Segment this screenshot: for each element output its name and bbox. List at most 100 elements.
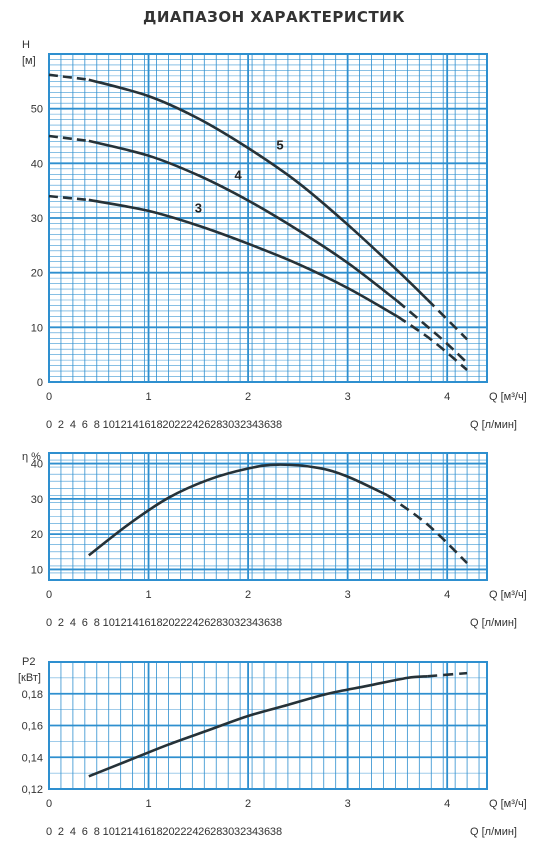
y-tick-label: 0,18 (22, 689, 43, 701)
x-tick-label-m3h: 4 (444, 798, 450, 810)
x-tick-label-lmin: 30 (222, 826, 234, 838)
y-tick-label: 30 (31, 494, 43, 506)
x-axis-label-m3h: Q [м³/ч] (489, 798, 527, 810)
x-tick-label-m3h: 1 (145, 391, 151, 403)
x-tick-label-lmin: 34 (246, 419, 258, 431)
x-tick-label-lmin: 20 (162, 826, 174, 838)
x-tick-label-m3h: 2 (245, 798, 251, 810)
curve-efficiency-end-dashed (386, 494, 468, 564)
x-tick-label-lmin: 6 (82, 826, 88, 838)
x-tick-label-m3h: 4 (444, 589, 450, 601)
x-tick-label-lmin: 26 (198, 826, 210, 838)
y-tick-label: 40 (31, 459, 43, 471)
y-axis-unit: [кВт] (18, 672, 41, 684)
plot-frame (48, 661, 488, 790)
x-tick-label-lmin: 28 (210, 419, 222, 431)
y-axis-unit: [м] (22, 55, 36, 67)
x-tick-label-lmin: 24 (186, 419, 198, 431)
x-tick-label-lmin: 26 (198, 617, 210, 629)
x-tick-label-lmin: 22 (174, 419, 186, 431)
chart-panel-3 (48, 661, 488, 790)
x-tick-label-lmin: 4 (70, 419, 76, 431)
x-tick-label-m3h: 1 (145, 589, 151, 601)
x-tick-label-m3h: 2 (245, 391, 251, 403)
x-tick-label-lmin: 38 (270, 419, 282, 431)
y-tick-label: 10 (31, 322, 43, 334)
x-tick-label-lmin: 16 (138, 826, 150, 838)
x-tick-label-lmin: 28 (210, 826, 222, 838)
y-tick-label: 40 (31, 158, 43, 170)
x-tick-label-lmin: 12 (115, 419, 127, 431)
x-axis-label-m3h: Q [м³/ч] (489, 391, 527, 403)
x-tick-label-lmin: 34 (246, 826, 258, 838)
curve-3-start-dashed (48, 194, 89, 202)
y-tick-label: 30 (31, 213, 43, 225)
x-tick-label-lmin: 16 (138, 617, 150, 629)
curve-4-solid (88, 139, 399, 303)
x-tick-label-lmin: 12 (115, 826, 127, 838)
x-tick-label-lmin: 8 (94, 419, 100, 431)
x-tick-label-m3h: 0 (46, 391, 52, 403)
x-tick-label-lmin: 18 (150, 419, 162, 431)
y-axis-label: P2 (22, 656, 35, 668)
x-tick-label-m3h: 3 (345, 589, 351, 601)
x-tick-label-lmin: 6 (82, 617, 88, 629)
x-axis-label-m3h: Q [м³/ч] (489, 589, 527, 601)
x-tick-label-lmin: 24 (186, 826, 198, 838)
x-tick-label-lmin: 28 (210, 617, 222, 629)
y-axis-label: H (22, 39, 30, 51)
plot-frame (48, 452, 488, 581)
x-tick-label-lmin: 4 (70, 826, 76, 838)
x-tick-label-m3h: 4 (444, 391, 450, 403)
x-tick-label-lmin: 2 (58, 617, 64, 629)
x-tick-label-lmin: 8 (94, 617, 100, 629)
curve-label-5: 5 (276, 138, 283, 153)
y-tick-label: 20 (31, 529, 43, 541)
x-tick-label-lmin: 22 (174, 826, 186, 838)
x-tick-label-lmin: 32 (234, 826, 246, 838)
y-tick-label: 0,12 (22, 784, 43, 796)
chart-panel-2 (48, 452, 488, 581)
x-tick-label-lmin: 18 (150, 826, 162, 838)
x-tick-label-lmin: 6 (82, 419, 88, 431)
y-tick-label: 50 (31, 104, 43, 116)
x-tick-label-lmin: 20 (162, 419, 174, 431)
y-axis-label: η % (22, 451, 41, 463)
x-tick-label-lmin: 38 (270, 617, 282, 629)
y-tick-label: 0,14 (22, 752, 43, 764)
x-tick-label-m3h: 3 (345, 798, 351, 810)
x-tick-label-lmin: 22 (174, 617, 186, 629)
x-tick-label-m3h: 2 (245, 589, 251, 601)
x-tick-label-lmin: 2 (58, 419, 64, 431)
x-tick-label-lmin: 36 (258, 617, 270, 629)
x-tick-label-lmin: 34 (246, 617, 258, 629)
x-tick-label-lmin: 30 (222, 419, 234, 431)
x-tick-label-lmin: 18 (150, 617, 162, 629)
x-tick-label-lmin: 14 (126, 826, 138, 838)
x-tick-label-lmin: 30 (222, 617, 234, 629)
plot-frame (48, 53, 488, 383)
curve-3-end-dashed (396, 315, 468, 371)
y-tick-label: 10 (31, 564, 43, 576)
curve-label-4: 4 (235, 168, 243, 183)
x-tick-label-lmin: 10 (103, 419, 115, 431)
x-tick-label-lmin: 32 (234, 419, 246, 431)
curve-4-end-dashed (396, 300, 468, 364)
x-tick-label-m3h: 0 (46, 589, 52, 601)
curve-efficiency-solid (88, 463, 389, 557)
curve-label-3: 3 (195, 201, 202, 216)
curve-power-end-dashed (427, 671, 468, 678)
x-tick-label-lmin: 38 (270, 826, 282, 838)
x-tick-label-lmin: 26 (198, 419, 210, 431)
curve-3-solid (88, 198, 399, 318)
x-tick-label-lmin: 8 (94, 826, 100, 838)
x-tick-label-m3h: 1 (145, 798, 151, 810)
x-tick-label-lmin: 14 (126, 617, 138, 629)
x-tick-label-m3h: 3 (345, 391, 351, 403)
curve-5-start-dashed (48, 73, 89, 81)
curve-power-solid (88, 674, 428, 778)
x-tick-label-lmin: 0 (46, 617, 52, 629)
x-tick-label-lmin: 14 (126, 419, 138, 431)
